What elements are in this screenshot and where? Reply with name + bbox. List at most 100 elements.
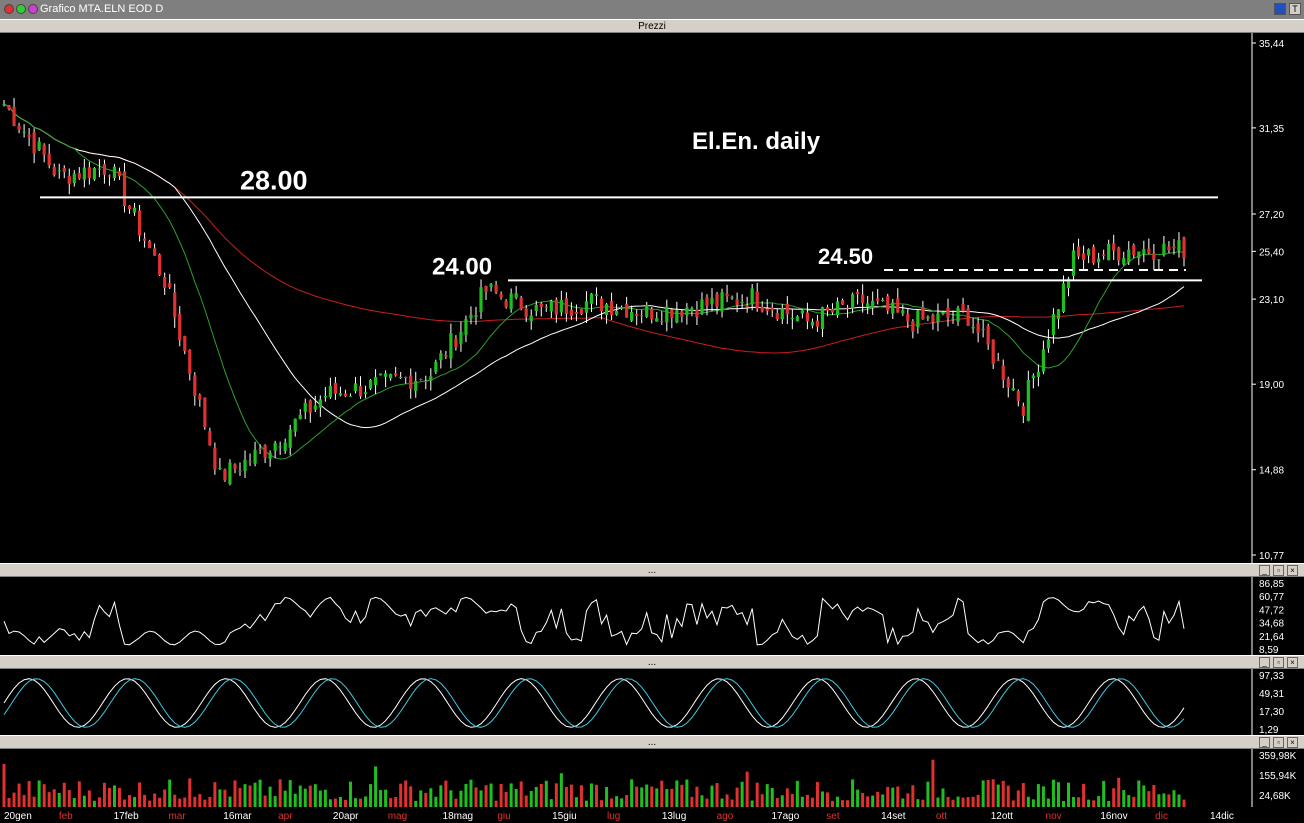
candle-body bbox=[891, 302, 895, 314]
text-tool-button[interactable]: T bbox=[1289, 3, 1301, 15]
candle bbox=[609, 292, 614, 321]
close-dot-icon[interactable] bbox=[4, 4, 14, 14]
window-square-icon[interactable] bbox=[1274, 3, 1286, 15]
volume-bar bbox=[303, 788, 307, 807]
volume-bar bbox=[630, 779, 634, 807]
candle-body bbox=[173, 292, 177, 318]
volume-bar bbox=[37, 780, 41, 807]
candle bbox=[263, 444, 267, 464]
x-tick-label: 13lug bbox=[662, 811, 686, 822]
volume-bar bbox=[163, 789, 167, 807]
candle-body bbox=[1076, 246, 1081, 257]
oscillator-pane-1[interactable]: 86,85 60,77 47,72 34,68 21,64 8,59 bbox=[0, 577, 1304, 655]
volume-bar bbox=[369, 784, 373, 807]
candle-body bbox=[856, 291, 860, 295]
candle bbox=[710, 288, 714, 312]
candle-body bbox=[1137, 251, 1141, 259]
candle bbox=[469, 306, 473, 325]
candle bbox=[695, 300, 699, 326]
volume-bar bbox=[489, 783, 493, 807]
volume-bar bbox=[971, 796, 975, 807]
candle-body bbox=[509, 293, 513, 310]
pane-min-icon[interactable]: _ bbox=[1259, 565, 1270, 576]
candle-body bbox=[158, 254, 162, 276]
oscillator-pane-2[interactable]: 97,33 49,31 17,30 1,29 bbox=[0, 669, 1304, 735]
candle bbox=[604, 302, 609, 324]
candle-body bbox=[690, 308, 694, 311]
x-tick-label: ott bbox=[936, 811, 947, 822]
candle bbox=[780, 304, 784, 325]
candle-body bbox=[384, 373, 388, 377]
candle-body bbox=[268, 452, 272, 459]
window-titlebar[interactable]: Grafico MTA.ELN EOD D T bbox=[0, 0, 1304, 19]
volume-pane[interactable]: 359,98K 155,94K 24,68K bbox=[0, 749, 1304, 807]
candle-body bbox=[765, 308, 769, 311]
candle-body bbox=[569, 309, 574, 316]
candle bbox=[489, 282, 493, 292]
candle bbox=[690, 306, 694, 317]
candle bbox=[650, 307, 654, 324]
volume-bar bbox=[700, 795, 704, 807]
pane-close-icon[interactable]: × bbox=[1287, 737, 1298, 748]
volume-bar bbox=[158, 797, 162, 807]
candle-body bbox=[780, 308, 784, 320]
volume-bar bbox=[313, 784, 317, 807]
candle-body bbox=[981, 328, 985, 330]
pane-restore-icon[interactable]: ▫ bbox=[1273, 657, 1284, 668]
candle-body bbox=[670, 309, 674, 319]
pane-min-icon[interactable]: _ bbox=[1259, 737, 1270, 748]
moving-average-line bbox=[3, 103, 1185, 460]
volume-bar bbox=[338, 796, 342, 807]
chart-area[interactable]: Prezzi 35,44 31,35 27,20 25,40 23,10 19,00 14,… bbox=[0, 19, 1304, 823]
pane-restore-icon[interactable]: ▫ bbox=[1273, 565, 1284, 576]
osc2-pane-grip[interactable]: ... bbox=[647, 657, 657, 668]
volume-bar bbox=[956, 796, 960, 807]
volume-bar bbox=[348, 781, 352, 807]
volume-bar bbox=[128, 795, 132, 807]
x-tick-label: 12ott bbox=[991, 811, 1013, 822]
volume-bar bbox=[193, 796, 197, 807]
candle-body bbox=[258, 448, 262, 450]
minimize-dot-icon[interactable] bbox=[28, 4, 38, 14]
pane-restore-icon[interactable]: ▫ bbox=[1273, 737, 1284, 748]
x-axis: 20gen feb 17feb mar 16mar apr 20apr mag 18mag giu… bbox=[0, 807, 1304, 823]
volume-tick-label: 359,98K bbox=[1259, 751, 1297, 762]
candle-body bbox=[92, 168, 96, 180]
pane-close-icon[interactable]: × bbox=[1287, 657, 1298, 668]
maximize-dot-icon[interactable] bbox=[16, 4, 26, 14]
pane-close-icon[interactable]: × bbox=[1287, 565, 1298, 576]
volume-bar bbox=[876, 791, 880, 807]
candle-body bbox=[12, 106, 16, 127]
candle bbox=[178, 306, 182, 347]
x-tick-label: 14set bbox=[881, 811, 906, 822]
volume-bar bbox=[1102, 780, 1106, 807]
volume-bar bbox=[17, 783, 21, 807]
candle-body bbox=[675, 310, 679, 323]
candle-body bbox=[760, 306, 764, 312]
candle-body bbox=[589, 293, 594, 304]
osc2-pane-header: ... _ ▫ × bbox=[0, 655, 1304, 669]
candle bbox=[569, 302, 574, 321]
candle bbox=[102, 159, 107, 184]
candle-body bbox=[1122, 257, 1126, 265]
osc1-pane-grip[interactable]: ... bbox=[647, 565, 657, 576]
candle-body bbox=[1102, 254, 1106, 256]
candle bbox=[348, 393, 353, 397]
candle bbox=[474, 306, 478, 325]
y-tick-label: 19,00 bbox=[1259, 380, 1284, 391]
candle bbox=[881, 297, 885, 302]
y-tick-label: 35,44 bbox=[1259, 39, 1284, 50]
volume-pane-grip[interactable]: ... bbox=[647, 737, 657, 748]
candle bbox=[760, 301, 764, 313]
candle-body bbox=[554, 299, 558, 315]
volume-bar bbox=[1011, 800, 1015, 807]
candle bbox=[424, 375, 428, 390]
candle-body bbox=[373, 376, 378, 386]
candle bbox=[755, 282, 759, 312]
candle bbox=[1142, 240, 1146, 263]
price-pane[interactable]: 35,44 31,35 27,20 25,40 23,10 19,00 14,88 10,77… bbox=[0, 33, 1304, 563]
candle bbox=[941, 311, 945, 316]
volume-bar bbox=[981, 780, 985, 807]
candle bbox=[916, 309, 920, 334]
pane-min-icon[interactable]: _ bbox=[1259, 657, 1270, 668]
